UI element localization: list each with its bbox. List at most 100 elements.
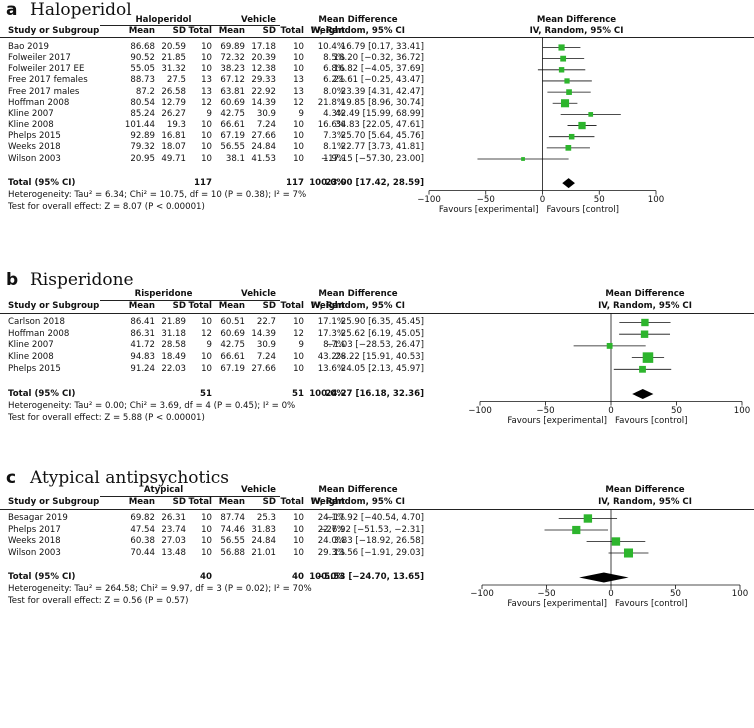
control-header: Vehicle (241, 289, 276, 299)
pooled-diamond (562, 178, 575, 189)
total-ctrl: 10 (293, 42, 304, 52)
panel-a: a Haloperidol Haloperidol Vehicle Mean Diffe… (0, 0, 754, 262)
total-weight: 100.0% (309, 388, 345, 399)
mean-exp: 69.82 (130, 513, 155, 523)
total-ctrl: 10 (293, 536, 304, 546)
sd-ctrl: 24.84 (251, 142, 276, 153)
x-tick-label: −100 (468, 405, 492, 416)
study-name: Kline 2007 (8, 340, 54, 351)
md-ci: 34.83 [22.05, 47.61] (335, 120, 424, 131)
mean-ctrl: 56.55 (220, 142, 245, 153)
weight: 21.8% (317, 97, 345, 108)
total-exp: 10 (201, 363, 212, 374)
mean-ctrl: 56.55 (220, 536, 245, 546)
md-header: Mean Difference (318, 289, 398, 299)
total-n-exp: 51 (200, 388, 212, 399)
study-name: Phelps 2015 (8, 131, 61, 142)
total-exp: 10 (201, 142, 212, 153)
favours-control: Favours [control] (615, 415, 688, 426)
total-ctrl: 10 (293, 64, 304, 75)
study-name: Kline 2008 (8, 352, 54, 363)
study-name: Weeks 2018 (8, 142, 61, 153)
sd-exp: 23.74 (161, 524, 186, 535)
mean-exp: 90.52 (130, 53, 155, 64)
md-ci: 13.56 [−1.91, 29.03] (333, 547, 424, 558)
study-name: Free 2017 females (8, 75, 88, 86)
study-marker (606, 342, 613, 349)
mean-ctrl: 67.12 (220, 75, 245, 86)
total-weight: 100.0% (309, 177, 345, 188)
weight: 17.1% (317, 317, 345, 327)
sd-ctrl: 25.3 (256, 513, 276, 523)
pooled-diamond (632, 389, 654, 399)
col-header: Total (280, 301, 304, 311)
mean-exp: 87.2 (135, 86, 155, 97)
sd-ctrl: 24.84 (251, 536, 276, 546)
col-header: Mean (128, 497, 155, 507)
mean-exp: 86.68 (130, 42, 155, 52)
study-name: Folweiler 2017 EE (8, 64, 85, 75)
col-header: Weight (310, 301, 345, 311)
sd-ctrl: 17.18 (251, 42, 276, 52)
col-header: Mean (218, 301, 245, 311)
control-header: Vehicle (241, 485, 276, 495)
weight: 1.9% (323, 153, 345, 164)
sd-exp: 12.79 (161, 97, 186, 108)
panel-letter: b (6, 270, 19, 290)
weight: 29.3% (317, 547, 345, 558)
plot-subheader: IV, Random, 95% CI (598, 497, 692, 507)
x-tick-label: −100 (470, 589, 494, 599)
forest-plot-c (481, 509, 741, 589)
weight: 8.0% (323, 86, 345, 97)
total-exp: 10 (201, 536, 212, 546)
overall-effect: Test for overall effect: Z = 0.56 (P = 0… (8, 596, 189, 606)
x-tick-label: 100 (647, 194, 665, 205)
md-ci: 42.49 [15.99, 68.99] (335, 108, 424, 119)
study-marker (564, 78, 570, 84)
mean-ctrl: 69.89 (220, 42, 245, 52)
study-marker (521, 157, 525, 161)
total-ctrl: 12 (293, 328, 304, 339)
total-exp: 13 (201, 75, 212, 86)
weight: 7.3% (323, 131, 345, 142)
md-ci: 25.70 [5.64, 45.76] (340, 131, 424, 142)
total-exp: 10 (201, 547, 212, 558)
study-marker (611, 537, 621, 546)
total-exp: 10 (201, 120, 212, 131)
col-header: SD (172, 497, 186, 507)
total-exp: 10 (201, 53, 212, 64)
study-marker (558, 44, 565, 51)
total-ctrl: 10 (293, 131, 304, 142)
col-header: SD (262, 301, 276, 311)
sd-ctrl: 12.38 (251, 64, 276, 75)
panel-letter: a (6, 0, 18, 20)
mean-ctrl: 63.81 (220, 86, 245, 97)
group-header: Atypical (143, 485, 184, 495)
plot-subheader: IV, Random, 95% CI (529, 26, 624, 36)
mean-ctrl: 74.46 (220, 524, 245, 535)
study-marker (588, 112, 594, 117)
x-tick-label: 0 (608, 589, 614, 599)
total-weight: 100.0% (309, 572, 345, 582)
sd-ctrl: 22.92 (251, 86, 276, 97)
mean-exp: 41.72 (130, 340, 155, 351)
panel-b: b Risperidone Risperidone Vehicle Mean Diffe… (0, 270, 754, 464)
x-tick-label: −50 (476, 194, 495, 205)
md-ci: −17.92 [−40.54, 4.70] (326, 513, 424, 523)
x-tick-label: −50 (536, 405, 555, 416)
study-marker (558, 67, 565, 73)
study-name: Besagar 2019 (8, 513, 68, 523)
sd-exp: 16.81 (161, 131, 186, 142)
plot-subheader: IV, Random, 95% CI (598, 301, 692, 311)
sd-exp: 22.03 (161, 363, 186, 374)
mean-exp: 85.24 (130, 108, 155, 119)
col-header: SD (172, 26, 186, 36)
group-header: Haloperidol (135, 15, 192, 25)
md-ci: 16.82 [−4.05, 37.69] (333, 64, 424, 75)
header-rule (0, 313, 754, 314)
sd-exp: 28.58 (161, 340, 186, 351)
total-exp: 9 (206, 340, 212, 351)
sd-exp: 13.48 (161, 547, 186, 558)
md-ci: 23.39 [4.31, 42.47] (340, 86, 424, 97)
study-name: Hoffman 2008 (8, 328, 70, 339)
